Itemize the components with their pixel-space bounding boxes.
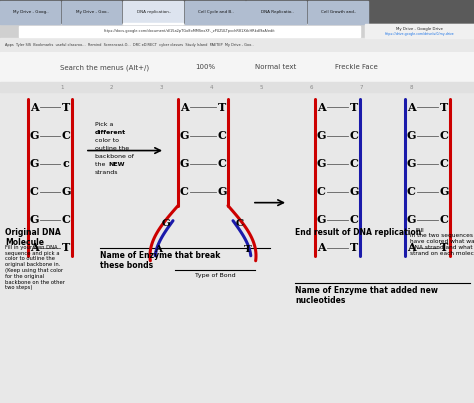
Text: C: C <box>349 158 358 169</box>
Text: A: A <box>180 102 188 113</box>
Text: 100%: 100% <box>195 64 215 71</box>
Bar <box>0 0 474 23</box>
Text: outline the: outline the <box>95 145 129 151</box>
Text: different: different <box>95 129 126 135</box>
Text: My Drive - Google Drive: My Drive - Google Drive <box>396 27 443 31</box>
Text: Apps  Tyler SIS  Bookmarks  useful classroo...  Remind  Screencast-O...  DRC eDI: Apps Tyler SIS Bookmarks useful classroo… <box>5 43 254 47</box>
Text: G: G <box>316 214 326 225</box>
Text: Fill in your own DNA
sequence and pick a
color to outline the
original backbone : Fill in your own DNA sequence and pick a… <box>5 245 65 290</box>
Text: G: G <box>439 186 449 197</box>
Bar <box>0 0 60 23</box>
Text: My Drive - Goog..: My Drive - Goog.. <box>13 10 49 14</box>
Text: G: G <box>406 130 416 141</box>
Text: Name of Enzyme that break
these bonds: Name of Enzyme that break these bonds <box>100 251 220 270</box>
Text: 4: 4 <box>210 85 213 90</box>
Text: A: A <box>317 102 325 113</box>
Text: T: T <box>440 242 448 253</box>
Text: T: T <box>244 245 252 254</box>
Text: NEW: NEW <box>108 162 125 166</box>
Text: 3: 3 <box>160 85 164 90</box>
Text: 7: 7 <box>360 85 364 90</box>
Text: C: C <box>29 186 38 197</box>
Bar <box>0 24 474 38</box>
Text: 2: 2 <box>110 85 113 90</box>
Text: Name of Enzyme that added new
nucleotides: Name of Enzyme that added new nucleotide… <box>295 286 438 305</box>
Text: C: C <box>218 158 227 169</box>
Text: DNA Replicatio..: DNA Replicatio.. <box>261 10 294 14</box>
Bar <box>123 0 183 23</box>
Text: A: A <box>407 242 415 253</box>
Text: Pick a: Pick a <box>95 122 113 127</box>
Text: C: C <box>349 130 358 141</box>
Text: G: G <box>217 186 227 197</box>
Text: End result of DNA replication: End result of DNA replication <box>295 228 421 237</box>
Text: Cell Growth and..: Cell Growth and.. <box>321 10 356 14</box>
Text: G: G <box>61 186 71 197</box>
Text: Cell Cycle and B..: Cell Cycle and B.. <box>198 10 234 14</box>
Text: G: G <box>29 158 39 169</box>
Text: C: C <box>180 186 189 197</box>
Text: Normal text: Normal text <box>255 64 296 71</box>
Text: My Drive - Goo..: My Drive - Goo.. <box>76 10 109 14</box>
Text: c: c <box>63 158 69 169</box>
Text: T: T <box>218 102 226 113</box>
Text: Original DNA
Molecule: Original DNA Molecule <box>5 228 61 247</box>
Text: G: G <box>29 214 39 225</box>
Bar <box>0 52 474 83</box>
Text: C: C <box>439 158 448 169</box>
Text: C: C <box>62 130 71 141</box>
Text: strands: strands <box>95 170 118 174</box>
Text: G: G <box>316 130 326 141</box>
Text: T: T <box>62 102 70 113</box>
Text: 5: 5 <box>260 85 264 90</box>
Text: backbone of: backbone of <box>95 154 134 158</box>
Text: G: G <box>179 130 189 141</box>
Text: color to: color to <box>95 137 119 143</box>
Text: G: G <box>162 219 171 228</box>
Text: 6: 6 <box>310 85 313 90</box>
Text: T: T <box>350 242 358 253</box>
Text: A: A <box>30 242 38 253</box>
Bar <box>62 0 121 23</box>
Text: A: A <box>407 102 415 113</box>
Bar <box>19 26 360 37</box>
Text: https://drive.google.com/drive/u/0/my-drive: https://drive.google.com/drive/u/0/my-dr… <box>384 32 455 36</box>
Text: C: C <box>407 186 415 197</box>
Text: G: G <box>179 158 189 169</box>
Bar <box>0 83 474 92</box>
Text: A: A <box>317 242 325 253</box>
Text: C: C <box>317 186 326 197</box>
Text: - Fill
in the two sequences and make sure you
have colored what was the “origina: - Fill in the two sequences and make sur… <box>410 228 474 256</box>
Text: C: C <box>439 130 448 141</box>
Bar <box>308 0 368 23</box>
Text: Freckle Face: Freckle Face <box>335 64 378 71</box>
Text: Search the menus (Alt+/): Search the menus (Alt+/) <box>60 64 149 71</box>
Text: T: T <box>62 242 70 253</box>
Text: the: the <box>95 162 108 166</box>
Bar <box>365 24 474 38</box>
Text: G: G <box>349 186 359 197</box>
Text: Type of Bond: Type of Bond <box>195 273 235 278</box>
Text: C: C <box>349 214 358 225</box>
Text: C: C <box>439 214 448 225</box>
Text: C: C <box>218 130 227 141</box>
Text: C: C <box>236 219 244 228</box>
Text: G: G <box>316 158 326 169</box>
Text: 1: 1 <box>60 85 64 90</box>
Text: T: T <box>440 102 448 113</box>
Text: C: C <box>62 214 71 225</box>
Text: DNA replication..: DNA replication.. <box>137 10 171 14</box>
Bar <box>185 0 245 23</box>
Text: T: T <box>350 102 358 113</box>
Text: G: G <box>406 158 416 169</box>
Bar <box>246 0 306 23</box>
Bar <box>0 38 474 52</box>
Text: https://docs.google.com/document/d/15a2pTGo8oMMSnxXF-_zPUZULTpvchR81XtbHRkdl9aA/: https://docs.google.com/document/d/15a2p… <box>104 29 275 33</box>
Text: G: G <box>29 130 39 141</box>
Text: A: A <box>154 245 162 254</box>
Text: A: A <box>30 102 38 113</box>
Text: 8: 8 <box>410 85 413 90</box>
Text: G: G <box>406 214 416 225</box>
